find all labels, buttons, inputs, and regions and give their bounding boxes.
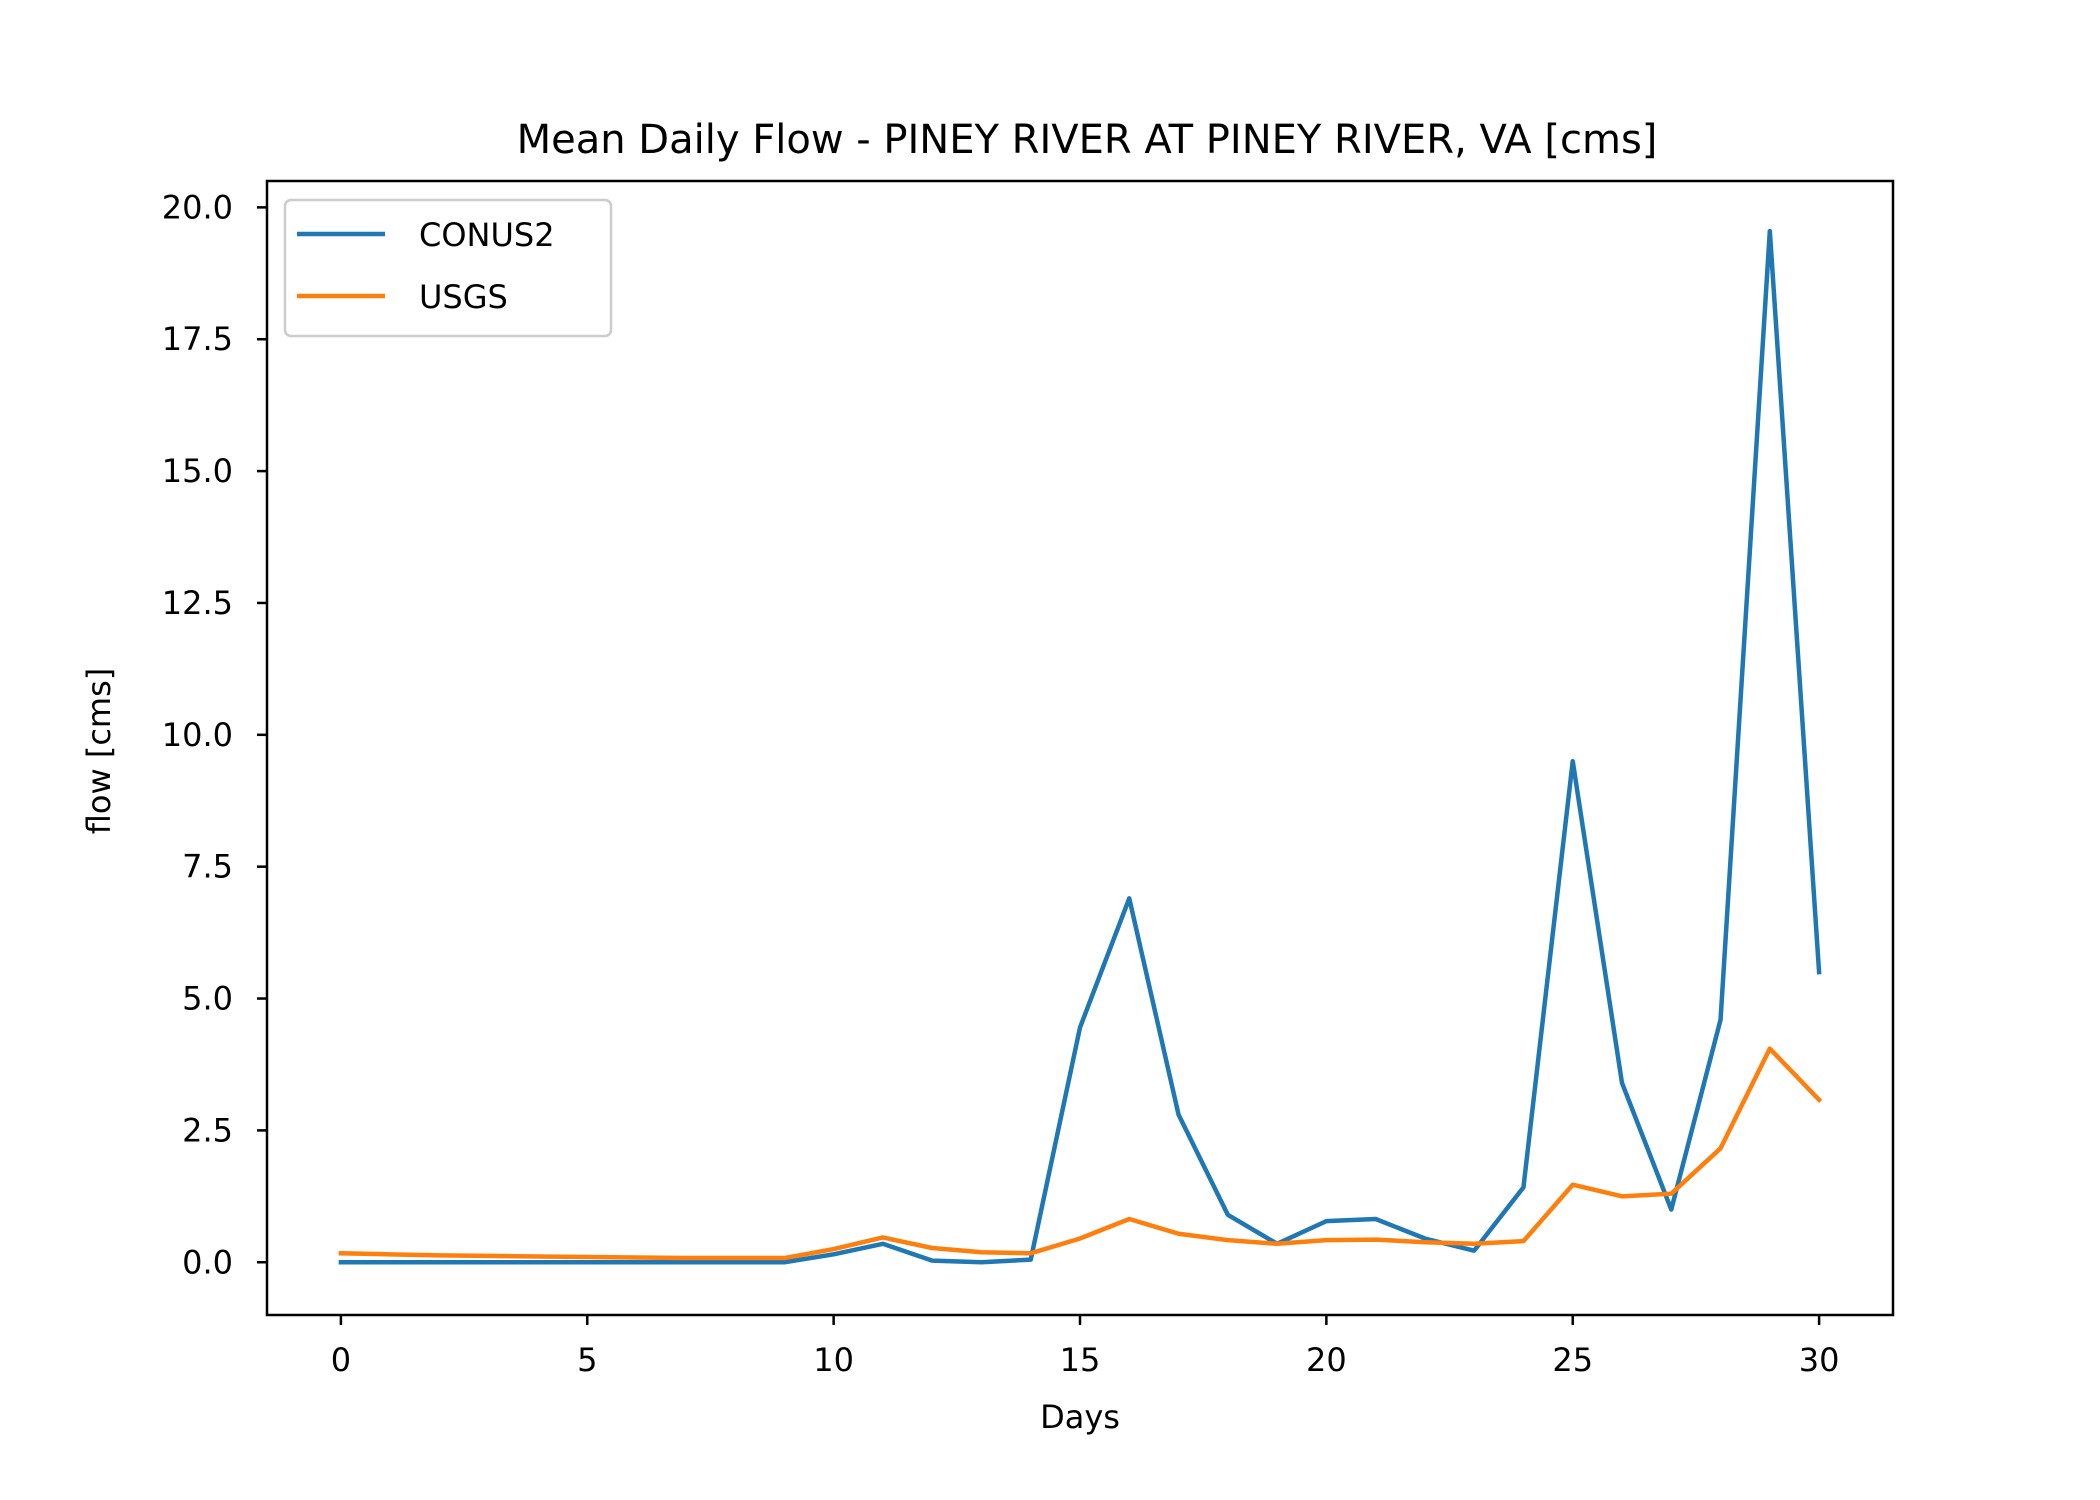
- x-axis: 0 5 10 15 20 25 30: [331, 1315, 1840, 1379]
- y-tick-label: 20.0: [162, 188, 233, 226]
- y-axis: 0.0 2.5 5.0 7.5 10.0 12.5 15.0 17.5 20.0: [162, 188, 267, 1281]
- x-tick-label: 5: [577, 1341, 597, 1379]
- y-tick-label: 12.5: [162, 584, 233, 622]
- y-tick-label: 15.0: [162, 452, 233, 490]
- x-axis-label: Days: [1040, 1398, 1120, 1436]
- x-tick-label: 30: [1799, 1341, 1840, 1379]
- y-tick-label: 7.5: [182, 848, 233, 886]
- x-tick-label: 0: [331, 1341, 351, 1379]
- x-tick-label: 10: [813, 1341, 854, 1379]
- chart-title: Mean Daily Flow - PINEY RIVER AT PINEY R…: [517, 117, 1658, 163]
- series-line-usgs: [338, 1046, 1823, 1261]
- x-tick-label: 15: [1060, 1341, 1101, 1379]
- series-line-conus2: [338, 228, 1822, 1265]
- x-tick-label: 20: [1306, 1341, 1347, 1379]
- y-tick-label: 10.0: [162, 716, 233, 754]
- legend-label-usgs: USGS: [419, 278, 508, 316]
- y-tick-label: 2.5: [182, 1111, 233, 1149]
- y-axis-label: flow [cms]: [80, 668, 118, 834]
- x-tick-label: 25: [1552, 1341, 1593, 1379]
- plot-area-frame: [265, 179, 1895, 1317]
- legend-label-conus2: CONUS2: [419, 216, 555, 254]
- y-tick-label: 0.0: [182, 1243, 233, 1281]
- legend: CONUS2 USGS: [283, 198, 613, 338]
- y-tick-label: 5.0: [182, 980, 233, 1018]
- series-layer: [338, 228, 1823, 1265]
- y-tick-label: 17.5: [162, 320, 233, 358]
